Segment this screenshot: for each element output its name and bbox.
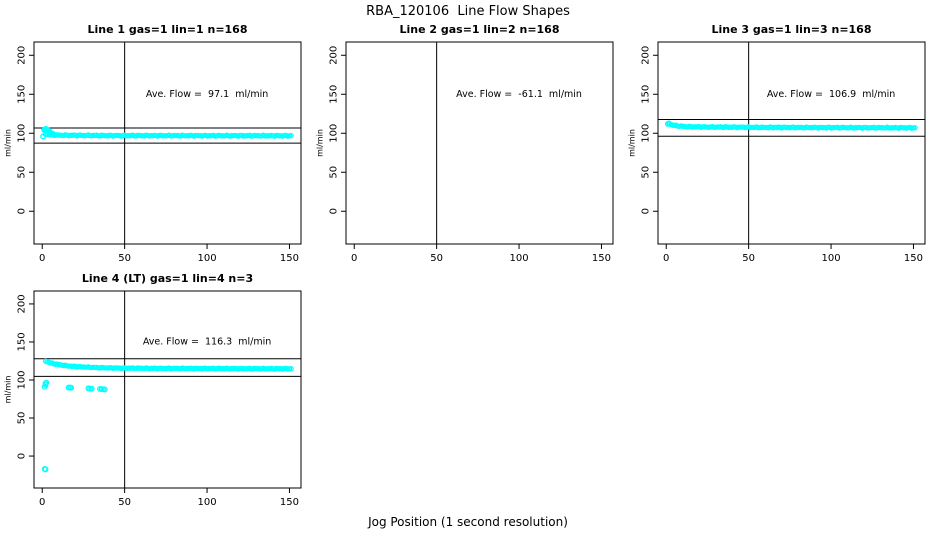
x-tick-label: 50 <box>118 497 131 508</box>
y-tick-label: 200 <box>641 46 652 65</box>
x-tick-label: 100 <box>198 497 217 508</box>
y-tick-label: 0 <box>17 208 28 214</box>
y-tick-label: 50 <box>17 166 28 179</box>
y-tick-label: 100 <box>17 370 28 389</box>
y-tick-label: 50 <box>641 166 652 179</box>
y-tick-label: 200 <box>17 46 28 65</box>
y-tick-label: 100 <box>329 124 340 143</box>
data-point <box>288 366 294 372</box>
x-tick-label: 50 <box>430 253 443 264</box>
x-tick-label: 150 <box>904 253 923 264</box>
y-axis-unit-label: ml/min <box>316 129 325 157</box>
x-tick-label: 100 <box>198 253 217 264</box>
y-tick-label: 100 <box>641 124 652 143</box>
y-axis-unit-label: ml/min <box>628 129 637 157</box>
x-tick-label: 150 <box>280 497 299 508</box>
outlier-point <box>43 379 50 386</box>
outlier-point <box>664 120 671 127</box>
x-tick-label: 150 <box>592 253 611 264</box>
y-tick-label: 100 <box>17 124 28 143</box>
ave-flow-annotation: Ave. Flow = -61.1 ml/min <box>456 89 582 100</box>
x-axis-label: Jog Position (1 second resolution) <box>368 515 568 529</box>
subplot-line4: 0 50 100 150 0 50 100 150 200 ml/min Line 4 (LT) g… <box>4 272 302 508</box>
outlier-point <box>101 386 108 393</box>
subplot-title: Line 2 gas=1 lin=2 n=168 <box>399 23 559 36</box>
y-tick-label: 150 <box>17 332 28 351</box>
y-axis-unit-label: ml/min <box>4 376 13 404</box>
y-tick-label: 200 <box>329 46 340 65</box>
outlier-point <box>88 385 95 392</box>
ave-flow-annotation: Ave. Flow = 97.1 ml/min <box>146 89 268 100</box>
outlier-point <box>68 384 75 391</box>
y-tick-label: 0 <box>641 208 652 214</box>
data-point <box>912 125 918 131</box>
x-tick-label: 50 <box>118 253 131 264</box>
x-tick-label: 100 <box>510 253 529 264</box>
ave-flow-annotation: Ave. Flow = 106.9 ml/min <box>767 89 895 100</box>
y-tick-label: 50 <box>329 166 340 179</box>
plot-box <box>345 41 614 245</box>
y-tick-label: 150 <box>329 85 340 104</box>
series-points <box>664 120 918 131</box>
subplot-title: Line 1 gas=1 lin=1 n=168 <box>87 23 247 36</box>
main-title: RBA_120106 Line Flow Shapes <box>366 4 570 19</box>
x-tick-label: 0 <box>39 253 45 264</box>
x-tick-label: 50 <box>742 253 755 264</box>
subplot-line3: 0 50 100 150 0 50 100 150 200 ml/min Line 3 gas=1 … <box>628 23 926 264</box>
y-axis-unit-label: ml/min <box>4 129 13 157</box>
series-points <box>41 358 294 473</box>
plot-box <box>33 290 302 489</box>
y-tick-label: 0 <box>17 453 28 459</box>
subplot-title: Line 3 gas=1 lin=3 n=168 <box>711 23 871 36</box>
subplot-line1: 0 50 100 150 0 50 100 150 200 ml/min Line 1 gas=1 … <box>4 23 302 264</box>
x-tick-label: 150 <box>280 253 299 264</box>
y-tick-label: 150 <box>641 85 652 104</box>
data-point <box>288 133 294 139</box>
outlier-point <box>42 466 49 473</box>
y-tick-label: 50 <box>17 412 28 425</box>
x-tick-label: 0 <box>351 253 357 264</box>
subplot-title: Line 4 (LT) gas=1 lin=4 n=3 <box>82 272 253 285</box>
y-tick-label: 150 <box>17 85 28 104</box>
series-points <box>40 125 294 140</box>
outlier-point <box>40 133 47 140</box>
subplot-line2: 0 50 100 150 0 50 100 150 200 ml/min Line 2 gas=1 … <box>316 23 614 264</box>
data-point <box>51 131 57 137</box>
x-tick-label: 100 <box>822 253 841 264</box>
x-tick-label: 0 <box>39 497 45 508</box>
y-tick-label: 0 <box>329 208 340 214</box>
ave-flow-annotation: Ave. Flow = 116.3 ml/min <box>143 336 271 347</box>
plot-box <box>657 41 926 245</box>
x-tick-label: 0 <box>663 253 669 264</box>
y-tick-label: 200 <box>17 294 28 313</box>
